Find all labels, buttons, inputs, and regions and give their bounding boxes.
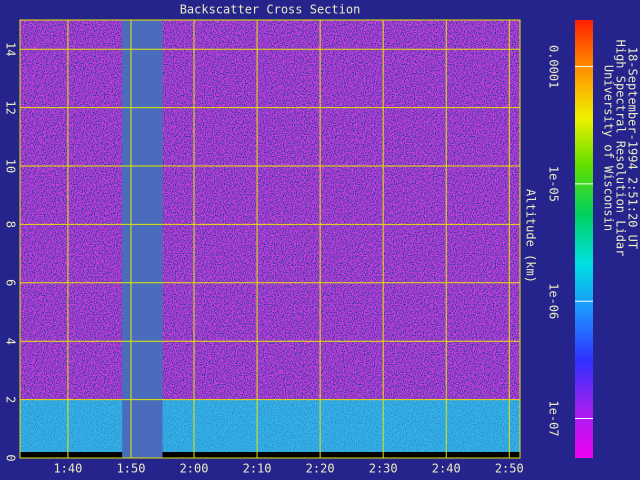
- plot-frame: [19, 19, 521, 459]
- colorbar-tick-label: 1e-07: [547, 400, 561, 436]
- aerosol-texture: [20, 399, 520, 452]
- x-tick-label: 1:40: [53, 462, 82, 476]
- y-tick-label: 12: [4, 100, 18, 114]
- x-tick-label: 2:10: [243, 462, 272, 476]
- y-axis-label: Altitude (km): [524, 189, 538, 283]
- colorbar-tick-label: 1e-05: [547, 166, 561, 202]
- info-line: High Spectral Resolution Lidar: [614, 40, 628, 257]
- x-tick-label: 2:00: [180, 462, 209, 476]
- colorbar-tick-label: 0.0001: [547, 45, 561, 88]
- x-tick-label: 1:50: [117, 462, 146, 476]
- plot-area: [20, 20, 520, 458]
- x-tick-label: 2:30: [369, 462, 398, 476]
- y-tick-label: 4: [4, 338, 18, 345]
- info-line: University of Wisconsin: [602, 65, 616, 231]
- colorbar: [575, 20, 593, 458]
- x-tick-label: 2:20: [306, 462, 335, 476]
- x-tick-label: 2:40: [432, 462, 461, 476]
- surface-strip: [20, 452, 520, 458]
- info-line: 18-September-1994 2:51:20 UT: [626, 47, 640, 249]
- y-tick-label: 6: [4, 279, 18, 286]
- y-tick-label: 10: [4, 159, 18, 173]
- colorbar-tick-label: 1e-06: [547, 283, 561, 319]
- x-tick-label: 2:50: [495, 462, 524, 476]
- y-tick-label: 0: [4, 454, 18, 461]
- y-tick-label: 2: [4, 396, 18, 403]
- chart-title: Backscatter Cross Section: [180, 3, 361, 17]
- data-gap: [122, 20, 163, 458]
- y-tick-label: 8: [4, 221, 18, 228]
- speckle-texture: [20, 20, 520, 400]
- y-tick-label: 14: [4, 42, 18, 56]
